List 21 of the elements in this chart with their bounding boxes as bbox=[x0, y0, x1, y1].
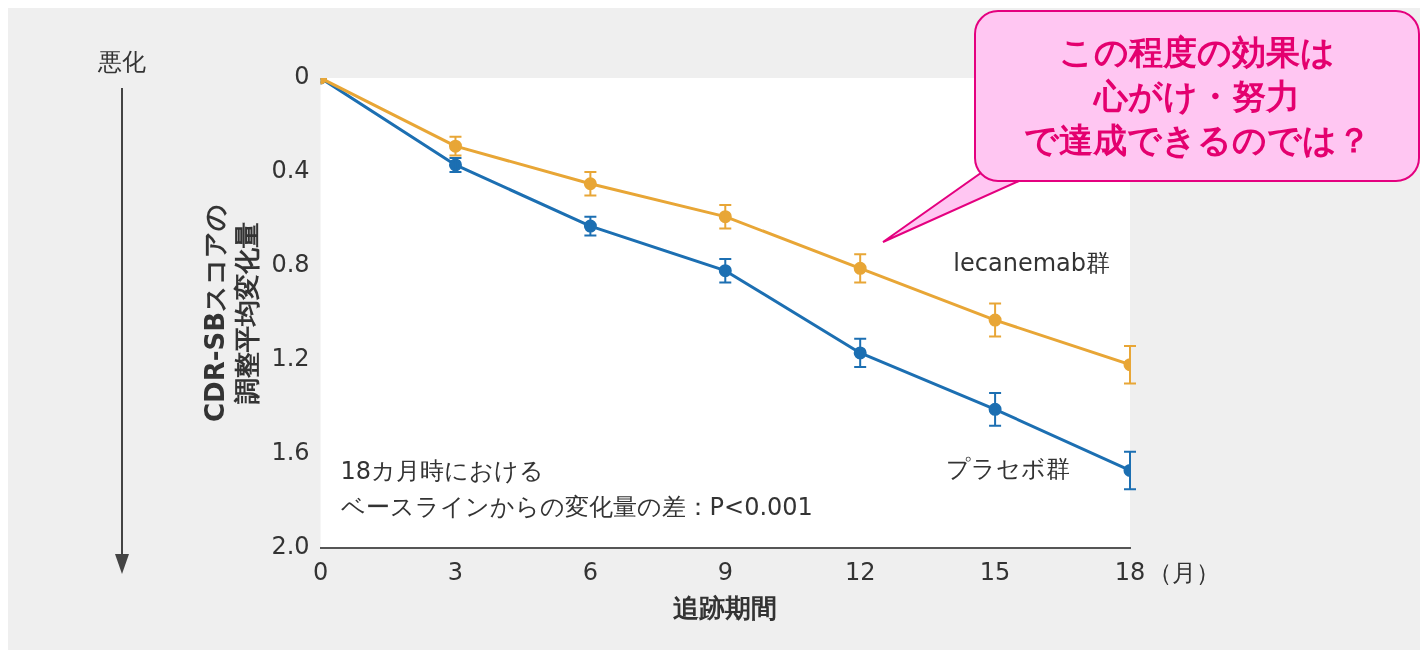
y-axis-title: CDR-SBスコアの調整平均変化量 bbox=[200, 203, 262, 423]
x-tick-label: 6 bbox=[582, 557, 599, 586]
x-tick-label: 15 bbox=[979, 557, 1011, 586]
y-tick-label: 0 bbox=[294, 62, 310, 91]
text: 悪化 bbox=[98, 47, 146, 78]
annotation: この程度の効果は心がけ・努力で達成できるのでは？ bbox=[1023, 30, 1371, 163]
x-tick-label: 9 bbox=[717, 557, 733, 586]
y-tick-label: 1.6 bbox=[271, 438, 310, 467]
x-tick-label: 0 bbox=[312, 557, 329, 586]
series-label: プラセボ群 bbox=[946, 454, 1070, 483]
x-tick-label: 12 bbox=[844, 557, 876, 586]
x-tick-label: 18 bbox=[1114, 557, 1146, 586]
y-tick-label: 1.2 bbox=[271, 344, 310, 373]
series-label: lecanemab群 bbox=[953, 248, 1110, 277]
x-tick-label: 3 bbox=[447, 557, 464, 586]
x-axis-title: 追跡期間 bbox=[673, 593, 778, 624]
annotation: 18カ月時におけるベースラインからの変化量の差：P<0.001 bbox=[340, 457, 813, 522]
y-tick-label: 2.0 bbox=[271, 532, 310, 561]
y-tick-label: 0.8 bbox=[271, 250, 310, 279]
y-tick-label: 0.4 bbox=[271, 156, 310, 185]
text: （月） bbox=[1148, 559, 1220, 588]
